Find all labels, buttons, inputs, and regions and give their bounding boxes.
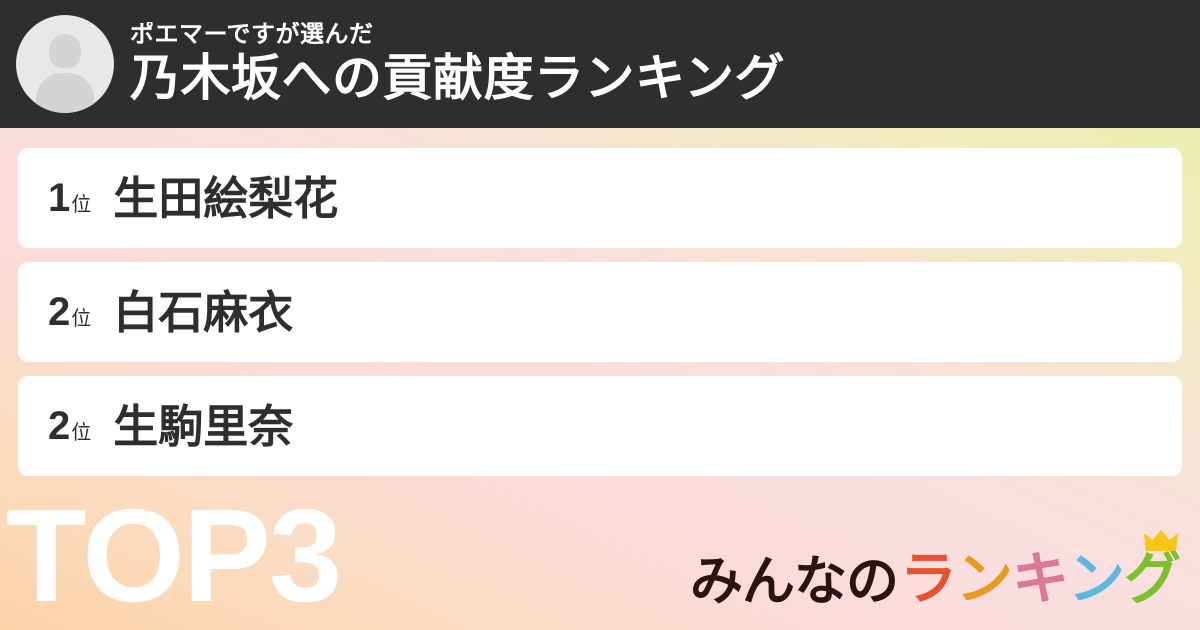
brand-kana-3: キ	[1012, 547, 1069, 611]
avatar-head-shape	[49, 34, 81, 68]
brand-kana-4: ン	[1068, 547, 1125, 611]
rank-number-2: 2	[48, 290, 71, 334]
brand-kana-1: ラ	[900, 547, 957, 611]
rank-label-1: 1位	[48, 178, 91, 218]
entry-name-3: 生駒里奈	[113, 400, 294, 452]
header-subtitle: ポエマーですが選んだ	[130, 21, 374, 48]
rank-suffix-3: 位	[71, 422, 92, 444]
rank-label-2: 2位	[48, 292, 91, 332]
brand-kana-5-text: グ	[1124, 547, 1181, 611]
rank-number-3: 2	[48, 404, 71, 448]
avatar-body-shape	[36, 73, 94, 113]
ranking-row-1[interactable]: 1位 生田絵梨花	[18, 148, 1182, 248]
crown-icon	[1144, 530, 1178, 551]
entry-name-1: 生田絵梨花	[113, 172, 339, 224]
header-text-block: ポエマーですが選んだ 乃木坂への貢献度ランキング	[130, 22, 785, 106]
rank-label-3: 2位	[48, 406, 91, 446]
brand-kana-2: ン	[956, 547, 1013, 611]
ranking-row-3[interactable]: 2位 生駒里奈	[18, 376, 1182, 476]
brand-logo[interactable]: みんなの ラ ン キ ン グ	[690, 530, 1181, 611]
entry-name-2: 白石麻衣	[113, 286, 294, 338]
brand-logo-text-jp: みんなの	[690, 552, 899, 611]
brand-logo-text-kana: ラ ン キ ン グ	[900, 530, 1181, 611]
page-title: 乃木坂への貢献度ランキング	[130, 50, 785, 107]
ranking-list: 1位 生田絵梨花 2位 白石麻衣 2位 生駒里奈	[18, 148, 1182, 490]
brand-kana-5: グ	[1124, 530, 1181, 608]
rank-suffix-1: 位	[71, 194, 92, 216]
header-bar: ポエマーですが選んだ 乃木坂への貢献度ランキング	[0, 0, 1200, 128]
user-avatar-icon	[16, 15, 114, 113]
rank-suffix-2: 位	[71, 308, 92, 330]
ranking-row-2[interactable]: 2位 白石麻衣	[18, 262, 1182, 362]
rank-number-1: 1	[48, 176, 71, 220]
top3-watermark: TOP3	[6, 482, 342, 629]
